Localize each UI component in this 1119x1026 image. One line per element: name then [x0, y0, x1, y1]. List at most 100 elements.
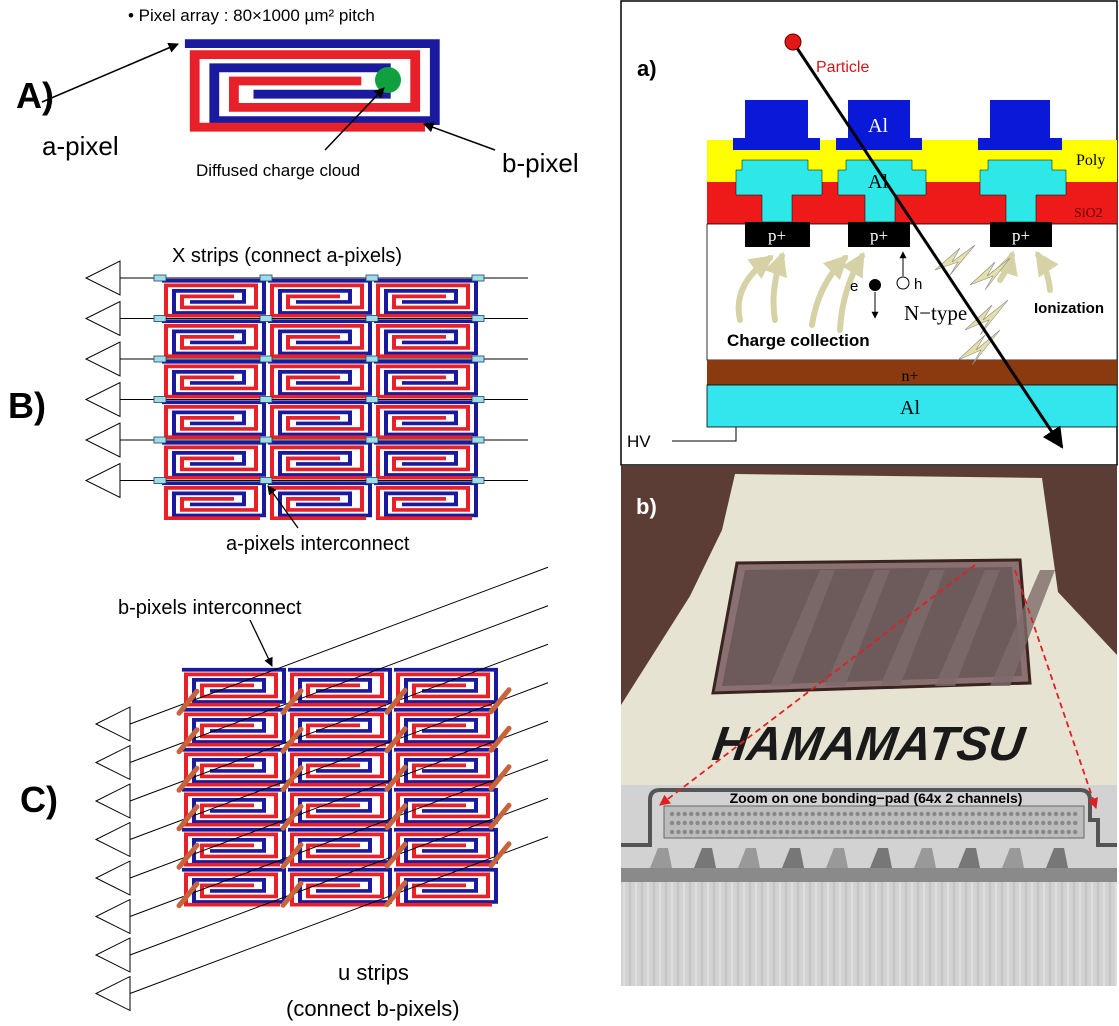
pixel — [162, 321, 264, 356]
pad — [855, 812, 859, 816]
pixel — [374, 281, 476, 316]
connector — [154, 356, 166, 362]
pad — [804, 821, 808, 825]
pad — [1073, 821, 1077, 825]
pad — [1041, 821, 1045, 825]
pad — [740, 830, 744, 834]
pad — [683, 812, 687, 816]
pad — [868, 821, 872, 825]
pixel — [374, 321, 476, 356]
pad — [1022, 830, 1026, 834]
figure: • Pixel array : 80×1000 µm² pitch A) a-p… — [0, 0, 1119, 1026]
connector — [491, 844, 509, 866]
pad — [772, 830, 776, 834]
pad — [894, 830, 898, 834]
pad — [964, 821, 968, 825]
pad — [875, 812, 879, 816]
pad — [1073, 812, 1077, 816]
pad — [715, 812, 719, 816]
connector — [154, 275, 166, 281]
layer-label: Al — [900, 397, 920, 419]
pad — [887, 821, 891, 825]
pad — [1073, 830, 1077, 834]
pad — [945, 812, 949, 816]
pad — [1028, 821, 1032, 825]
pad — [1009, 821, 1013, 825]
charge-cloud — [375, 67, 401, 93]
pad — [1060, 821, 1064, 825]
pad — [785, 821, 789, 825]
ionization-label: Ionization — [1034, 300, 1104, 317]
pad — [689, 812, 693, 816]
connector — [472, 356, 484, 362]
amplifier — [86, 464, 120, 498]
pad — [1067, 830, 1071, 834]
pad — [747, 830, 751, 834]
pad — [695, 830, 699, 834]
pad — [862, 812, 866, 816]
zoom-caption: Zoom on one bonding−pad (64x 2 channels) — [730, 790, 1023, 806]
pixel — [394, 710, 496, 745]
pad — [971, 830, 975, 834]
pad — [996, 830, 1000, 834]
pixel — [288, 830, 390, 865]
pad — [740, 821, 744, 825]
pad — [977, 812, 981, 816]
amplifier — [86, 423, 120, 457]
pad — [695, 812, 699, 816]
pad — [919, 821, 923, 825]
pad — [977, 821, 981, 825]
pad — [1054, 812, 1058, 816]
pad — [734, 830, 738, 834]
metal-pad — [733, 100, 820, 150]
pad — [823, 830, 827, 834]
pad — [894, 821, 898, 825]
pad — [868, 830, 872, 834]
pad — [1009, 830, 1013, 834]
pad — [926, 812, 930, 816]
pad — [907, 821, 911, 825]
connector — [260, 478, 272, 484]
cloud-label: Diffused charge cloud — [196, 161, 360, 180]
connector — [366, 397, 378, 403]
pad — [791, 830, 795, 834]
connector — [260, 397, 272, 403]
pad — [913, 830, 917, 834]
pad — [964, 830, 968, 834]
pad — [817, 821, 821, 825]
pad — [971, 821, 975, 825]
pad — [670, 812, 674, 816]
pad — [676, 821, 680, 825]
pad — [1054, 830, 1058, 834]
pixel — [394, 790, 496, 825]
zoom-band — [621, 868, 1117, 882]
pad — [785, 812, 789, 816]
pad — [900, 821, 904, 825]
pad — [951, 821, 955, 825]
pad — [913, 812, 917, 816]
pixel — [268, 281, 370, 316]
pad — [791, 821, 795, 825]
pad — [843, 812, 847, 816]
pad — [817, 830, 821, 834]
connector — [154, 316, 166, 322]
pad — [759, 830, 763, 834]
pad — [798, 830, 802, 834]
panel-title: X strips (connect a-pixels) — [172, 245, 402, 267]
pixel — [394, 830, 496, 865]
pad — [785, 830, 789, 834]
pad — [708, 812, 712, 816]
pad — [983, 812, 987, 816]
connector — [366, 275, 378, 281]
amplifier — [96, 861, 130, 895]
pad — [772, 812, 776, 816]
pixel — [374, 402, 476, 437]
interconnect-label: b-pixels interconnect — [118, 597, 302, 619]
pad — [1047, 830, 1051, 834]
brand: HAMAMATSU — [709, 717, 1029, 771]
pad — [766, 821, 770, 825]
pixel — [268, 443, 370, 478]
pixel — [162, 402, 264, 437]
pad — [804, 830, 808, 834]
pad — [702, 830, 706, 834]
